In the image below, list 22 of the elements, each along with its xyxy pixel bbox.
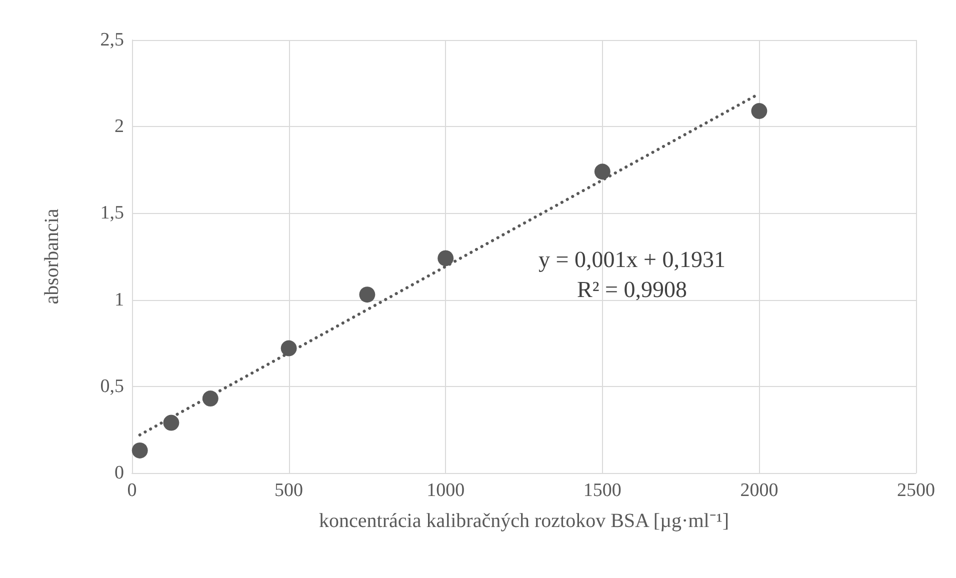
point [132, 442, 148, 458]
x-tick-label: 500 [274, 480, 304, 501]
annotation: y = 0,001x + 0,1931 [538, 247, 726, 272]
point [751, 103, 768, 120]
x-tick-label: 2000 [740, 480, 778, 501]
y-axis-title: absorbancia [41, 208, 63, 304]
x-tick-label: 1500 [583, 480, 622, 501]
point [280, 340, 297, 356]
point [594, 164, 610, 180]
y-tick-label: 1,5 [100, 202, 124, 224]
y-tick-label: 0 [114, 462, 124, 484]
point [438, 250, 454, 266]
x-tick-label: 1000 [426, 480, 465, 501]
point [163, 414, 180, 431]
x-axis-title: koncentrácia kalibračných roztokov BSA [µg·ml⁻¹] [319, 510, 729, 532]
y-tick-label: 2,5 [100, 30, 124, 50]
point [359, 286, 376, 303]
annotation: R² = 0,9908 [577, 277, 687, 302]
y-tick-label: 0,5 [100, 376, 124, 397]
y-tick-label: 1 [114, 289, 124, 310]
y-tick-label: 2 [114, 116, 124, 138]
x-tick-label: 2500 [897, 480, 935, 501]
